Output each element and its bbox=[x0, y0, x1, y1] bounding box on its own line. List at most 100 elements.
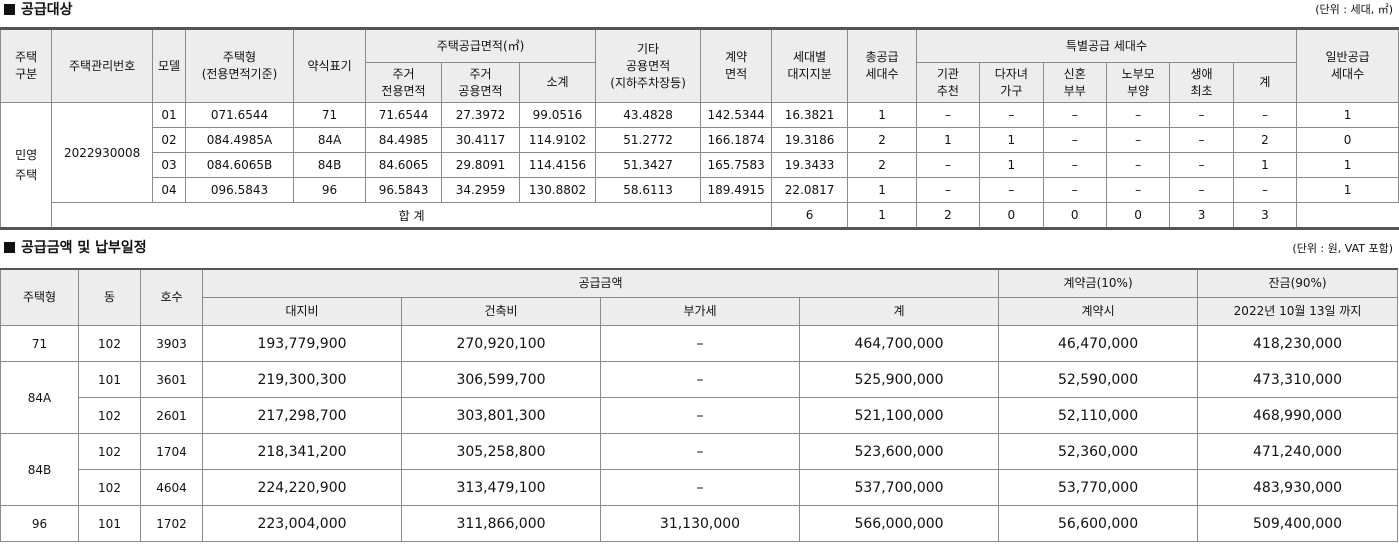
cell-ssum: – bbox=[1232, 102, 1298, 128]
total-general: 3 bbox=[1232, 202, 1298, 229]
land-cell: 223,004,000 bbox=[202, 505, 402, 542]
cell-other: 51.3427 bbox=[594, 152, 702, 178]
cell-land: 19.3186 bbox=[770, 127, 849, 153]
header-balance: 잔금(90%) bbox=[1197, 268, 1399, 298]
total-newly: 0 bbox=[979, 202, 1044, 229]
house-kind-line2: 주택 bbox=[15, 168, 38, 182]
dong-cell: 101 bbox=[78, 505, 141, 542]
cell-model: 03 bbox=[151, 152, 187, 178]
cell-total: 1 bbox=[847, 177, 917, 203]
header-ho: 호수 bbox=[140, 268, 203, 326]
cell-newly: – bbox=[1042, 127, 1107, 153]
cell-comm: 34.2959 bbox=[440, 177, 521, 203]
vat-cell: – bbox=[600, 325, 800, 362]
header-dong: 동 bbox=[78, 268, 141, 326]
cell-short: 96 bbox=[292, 177, 367, 203]
balance-cell: 471,240,000 bbox=[1197, 433, 1399, 470]
cell-multi: – bbox=[979, 102, 1044, 128]
table-row: 04 096.5843 96 96.5843 34.2959 130.8802 58.611… bbox=[1, 177, 1399, 203]
total-elder: 0 bbox=[1042, 202, 1107, 229]
section-title-supply-target: 공급대상 bbox=[4, 0, 73, 20]
deposit-cell: 52,110,000 bbox=[998, 397, 1199, 434]
cell-contract: 166.1874 bbox=[700, 127, 772, 153]
vat-cell: – bbox=[600, 361, 800, 398]
ho-cell: 4604 bbox=[140, 469, 203, 506]
cell-sub: 130.8802 bbox=[519, 177, 596, 203]
header-sp-elder: 노부모 부양 bbox=[1105, 62, 1171, 103]
sum-cell: 525,900,000 bbox=[798, 361, 1000, 398]
vat-cell: – bbox=[600, 397, 800, 434]
cell-land: 22.0817 bbox=[770, 177, 849, 203]
cell-land: 16.3821 bbox=[770, 102, 849, 128]
total-inst: 1 bbox=[847, 202, 917, 229]
cell-excl: 96.5843 bbox=[365, 177, 442, 203]
total-first: 0 bbox=[1105, 202, 1171, 229]
cell-inst: – bbox=[915, 177, 981, 203]
cell-general: 1 bbox=[1296, 102, 1399, 128]
ho-cell: 2601 bbox=[140, 397, 203, 434]
cell-total: 2 bbox=[847, 152, 917, 178]
build-cell: 270,920,100 bbox=[401, 325, 601, 362]
deposit-cell: 56,600,000 bbox=[998, 505, 1199, 542]
land-cell: 217,298,700 bbox=[202, 397, 402, 434]
cell-inst: – bbox=[915, 102, 981, 128]
table-row: 96 101 1702 223,004,000 311,866,000 31,130,00… bbox=[0, 505, 1399, 542]
cell-land: 19.3433 bbox=[770, 152, 849, 178]
header-deposit-sub: 계약시 bbox=[998, 297, 1199, 326]
cell-short: 84A bbox=[292, 127, 367, 153]
square-bullet-icon bbox=[4, 4, 15, 15]
cell-type: 071.6544 bbox=[185, 102, 294, 128]
header-supply-amount: 공급금액 bbox=[201, 268, 1000, 298]
unit-note-price: (단위 : 원, VAT 포함) bbox=[1292, 242, 1393, 255]
header-sp-multi: 다자녀 가구 bbox=[979, 62, 1044, 103]
sum-cell: 521,100,000 bbox=[798, 397, 1000, 434]
cell-first: – bbox=[1169, 102, 1234, 128]
cell-total: 1 bbox=[847, 102, 917, 128]
cell-model: 04 bbox=[151, 177, 187, 203]
balance-cell: 509,400,000 bbox=[1197, 505, 1399, 542]
cell-sub: 99.0516 bbox=[519, 102, 596, 128]
header-contract-area: 계약 면적 bbox=[700, 28, 772, 103]
header-build-cost: 건축비 bbox=[401, 297, 601, 326]
cell-newly: – bbox=[1042, 102, 1107, 128]
cell-type: 096.5843 bbox=[185, 177, 294, 203]
cell-newly: – bbox=[1042, 152, 1107, 178]
cell-inst: – bbox=[915, 152, 981, 178]
header-land-cost: 대지비 bbox=[202, 297, 402, 326]
ho-cell: 1704 bbox=[140, 433, 203, 470]
cell-ssum: – bbox=[1232, 177, 1298, 203]
dong-cell: 101 bbox=[78, 361, 141, 398]
vat-cell: 31,130,000 bbox=[600, 505, 800, 542]
cell-general: 0 bbox=[1296, 127, 1399, 153]
sum-cell: 523,600,000 bbox=[798, 433, 1000, 470]
house-kind-cell: 민영 주택 bbox=[0, 102, 53, 229]
cell-excl: 71.6544 bbox=[365, 102, 442, 128]
header-res-exclusive: 주거 전용면적 bbox=[365, 62, 442, 103]
sum-cell: 464,700,000 bbox=[798, 325, 1000, 362]
header-general: 일반공급 세대수 bbox=[1296, 28, 1399, 103]
header-sp-newlywed: 신혼 부부 bbox=[1042, 62, 1107, 103]
header-deposit: 계약금(10%) bbox=[998, 268, 1199, 298]
land-cell: 224,220,900 bbox=[202, 469, 402, 506]
cell-comm: 27.3972 bbox=[440, 102, 521, 128]
land-cell: 193,779,900 bbox=[202, 325, 402, 362]
cell-elder: – bbox=[1105, 127, 1171, 153]
total-label-cell: 합 계 bbox=[51, 202, 772, 229]
cell-multi: – bbox=[979, 177, 1044, 203]
square-bullet-icon bbox=[4, 242, 15, 253]
cell-other: 58.6113 bbox=[594, 177, 702, 203]
header-total-supply: 총공급 세대수 bbox=[847, 28, 917, 103]
cell-contract: 142.5344 bbox=[700, 102, 772, 128]
cell-ssum: 1 bbox=[1232, 152, 1298, 178]
land-cell: 219,300,300 bbox=[202, 361, 402, 398]
header-special: 특별공급 세대수 bbox=[915, 28, 1298, 63]
type-cell: 96 bbox=[0, 505, 79, 542]
build-cell: 313,479,100 bbox=[401, 469, 601, 506]
dong-cell: 102 bbox=[78, 469, 141, 506]
cell-ssum: 2 bbox=[1232, 127, 1298, 153]
header-sum: 계 bbox=[798, 297, 1000, 326]
vat-cell: – bbox=[600, 433, 800, 470]
dong-cell: 102 bbox=[78, 325, 141, 362]
header-house-kind: 주택 구분 bbox=[0, 28, 53, 103]
cell-elder: – bbox=[1105, 102, 1171, 128]
